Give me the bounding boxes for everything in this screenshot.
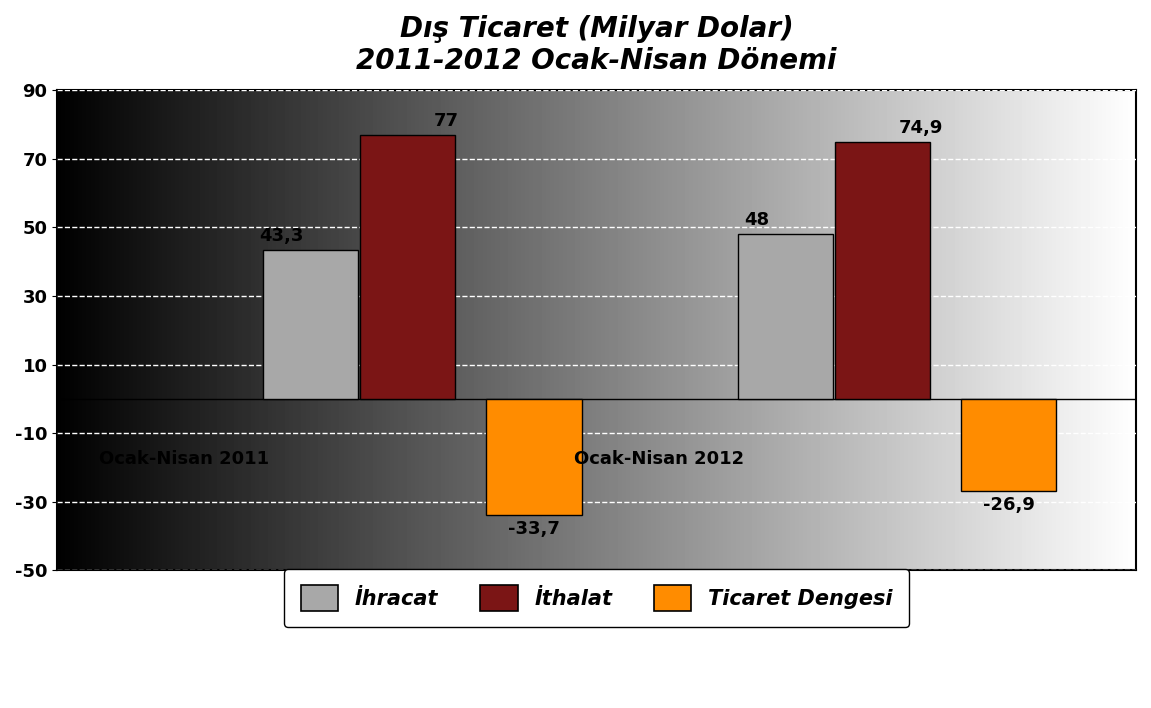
Bar [487,399,581,515]
Text: 43,3: 43,3 [259,227,304,245]
Text: Ocak-Nisan 2011: Ocak-Nisan 2011 [99,450,269,469]
Text: Ocak-Nisan 2012: Ocak-Nisan 2012 [574,450,745,469]
Bar [738,234,833,399]
Text: -33,7: -33,7 [508,520,561,537]
Text: 77: 77 [434,112,459,130]
Legend: İhracat, İthalat, Ticaret Dengesi: İhracat, İthalat, Ticaret Dengesi [284,569,909,627]
Bar [264,251,358,399]
Bar [834,142,930,399]
Bar [360,135,456,399]
Title: Dış Ticaret (Milyar Dolar)
2011-2012 Ocak-Nisan Dönemi: Dış Ticaret (Milyar Dolar) 2011-2012 Oca… [357,15,837,75]
Text: 48: 48 [744,211,769,229]
Text: -26,9: -26,9 [983,496,1035,515]
Text: 74,9: 74,9 [899,119,944,137]
Bar [961,399,1057,491]
